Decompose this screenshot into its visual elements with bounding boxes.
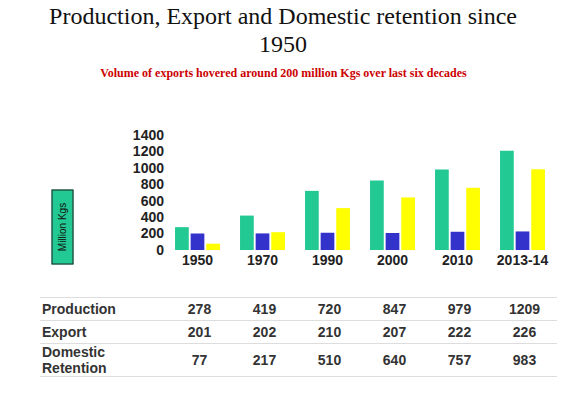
html-text:979: 979 <box>447 301 472 317</box>
html-text:1209: 1209 <box>508 301 541 317</box>
svg-text:2000: 2000 <box>377 252 408 268</box>
svg-text:800: 800 <box>141 176 165 192</box>
html-text:Million Kgs: Million Kgs <box>56 202 68 252</box>
html-text:757: 757 <box>447 352 472 368</box>
svg-text:600: 600 <box>141 193 165 209</box>
html-text:202: 202 <box>252 324 277 340</box>
html-text:983: 983 <box>512 352 537 368</box>
html-text:419: 419 <box>252 301 277 317</box>
html-text:207: 207 <box>382 324 407 340</box>
html-text:Production, Export and Domesti: Production, Export and Domestic retentio… <box>49 3 517 57</box>
html-text:201: 201 <box>187 324 212 340</box>
svg-text:1950: 1950 <box>182 252 213 268</box>
html-text:510: 510 <box>317 352 342 368</box>
svg-text:1990: 1990 <box>312 252 343 268</box>
html-text:720: 720 <box>317 301 342 317</box>
html-text:217: 217 <box>252 352 277 368</box>
html-text:77: 77 <box>191 352 208 368</box>
svg-text:1000: 1000 <box>133 160 164 176</box>
svg-text:400: 400 <box>141 209 165 225</box>
html-text:847: 847 <box>382 301 407 317</box>
html-text:640: 640 <box>382 352 407 368</box>
html-text:Domestic Retention: Domestic Retention <box>42 344 107 376</box>
html-text:Production: Production <box>42 301 116 317</box>
svg-text:1200: 1200 <box>133 143 164 159</box>
html-text:Volume of exports hovered arou: Volume of exports hovered around 200 mil… <box>100 66 467 80</box>
html-text:Export: Export <box>42 324 87 340</box>
svg-text:2010: 2010 <box>442 252 473 268</box>
svg-text:1400: 1400 <box>133 127 164 143</box>
svg-text:200: 200 <box>141 225 165 241</box>
html-text:278: 278 <box>187 301 212 317</box>
html-text:222: 222 <box>447 324 472 340</box>
svg-text:2013-14: 2013-14 <box>497 252 549 268</box>
html-text:226: 226 <box>512 324 537 340</box>
html-text:210: 210 <box>317 324 342 340</box>
svg-text:1970: 1970 <box>247 252 278 268</box>
svg-text:0: 0 <box>156 242 164 258</box>
